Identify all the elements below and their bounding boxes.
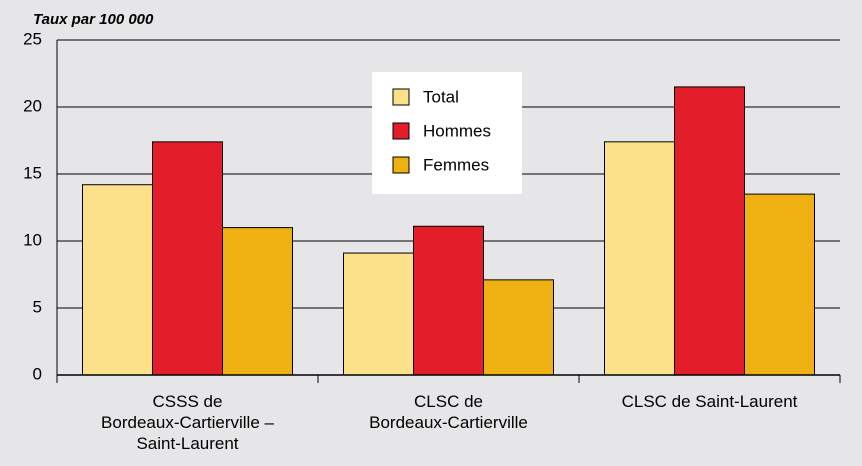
bar bbox=[483, 279, 554, 376]
bar bbox=[222, 227, 293, 376]
y-tick-label: 10 bbox=[23, 230, 42, 249]
bar bbox=[82, 184, 153, 376]
y-tick-label: 0 bbox=[33, 364, 42, 383]
y-tick-label: 5 bbox=[33, 297, 42, 316]
legend-swatch bbox=[392, 88, 410, 106]
y-tick-label: 20 bbox=[23, 96, 42, 115]
legend: Total Hommes Femmes bbox=[372, 72, 522, 194]
bar bbox=[674, 86, 745, 376]
x-tick-label: CLSC de Bordeaux-Cartierville bbox=[369, 392, 528, 432]
bar bbox=[343, 252, 414, 376]
y-tick-label: 15 bbox=[23, 163, 42, 182]
x-tick-label: CSSS de Bordeaux-Cartierville – Saint-La… bbox=[101, 392, 274, 453]
legend-label: Total bbox=[423, 87, 459, 106]
legend-label: Femmes bbox=[423, 155, 489, 174]
bar bbox=[604, 141, 675, 376]
bar bbox=[744, 193, 815, 376]
x-tick-label: CLSC de Saint-Laurent bbox=[621, 392, 798, 411]
legend-label: Hommes bbox=[423, 121, 491, 140]
legend-swatch bbox=[392, 156, 410, 174]
y-axis-label: Taux par 100 000 bbox=[33, 11, 154, 28]
y-tick-label: 25 bbox=[23, 29, 42, 48]
bar bbox=[152, 141, 223, 376]
legend-swatch bbox=[392, 122, 410, 140]
bar bbox=[413, 225, 484, 376]
